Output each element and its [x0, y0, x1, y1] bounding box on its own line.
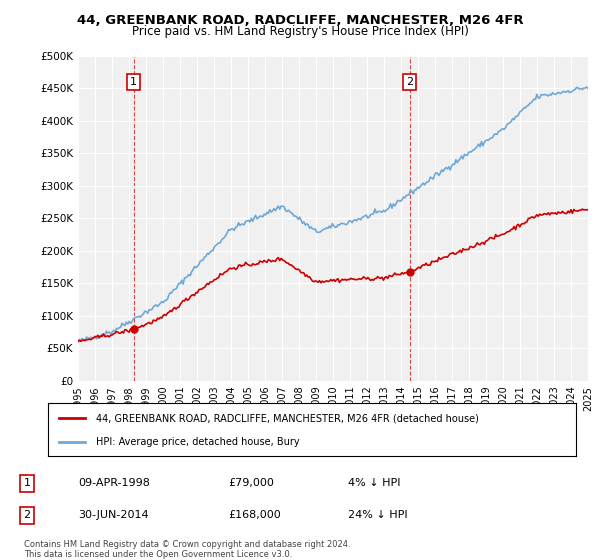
Text: £168,000: £168,000: [228, 510, 281, 520]
Text: Price paid vs. HM Land Registry's House Price Index (HPI): Price paid vs. HM Land Registry's House …: [131, 25, 469, 38]
Text: 1: 1: [130, 77, 137, 87]
Text: Contains HM Land Registry data © Crown copyright and database right 2024.
This d: Contains HM Land Registry data © Crown c…: [24, 540, 350, 559]
Text: 1: 1: [23, 478, 31, 488]
Text: 24% ↓ HPI: 24% ↓ HPI: [348, 510, 407, 520]
Text: 44, GREENBANK ROAD, RADCLIFFE, MANCHESTER, M26 4FR (detached house): 44, GREENBANK ROAD, RADCLIFFE, MANCHESTE…: [95, 413, 478, 423]
Text: 44, GREENBANK ROAD, RADCLIFFE, MANCHESTER, M26 4FR: 44, GREENBANK ROAD, RADCLIFFE, MANCHESTE…: [77, 14, 523, 27]
Text: 09-APR-1998: 09-APR-1998: [78, 478, 150, 488]
Text: HPI: Average price, detached house, Bury: HPI: Average price, detached house, Bury: [95, 436, 299, 446]
Text: 2: 2: [23, 510, 31, 520]
Text: 2: 2: [406, 77, 413, 87]
Text: 30-JUN-2014: 30-JUN-2014: [78, 510, 149, 520]
Text: 4% ↓ HPI: 4% ↓ HPI: [348, 478, 401, 488]
Text: £79,000: £79,000: [228, 478, 274, 488]
